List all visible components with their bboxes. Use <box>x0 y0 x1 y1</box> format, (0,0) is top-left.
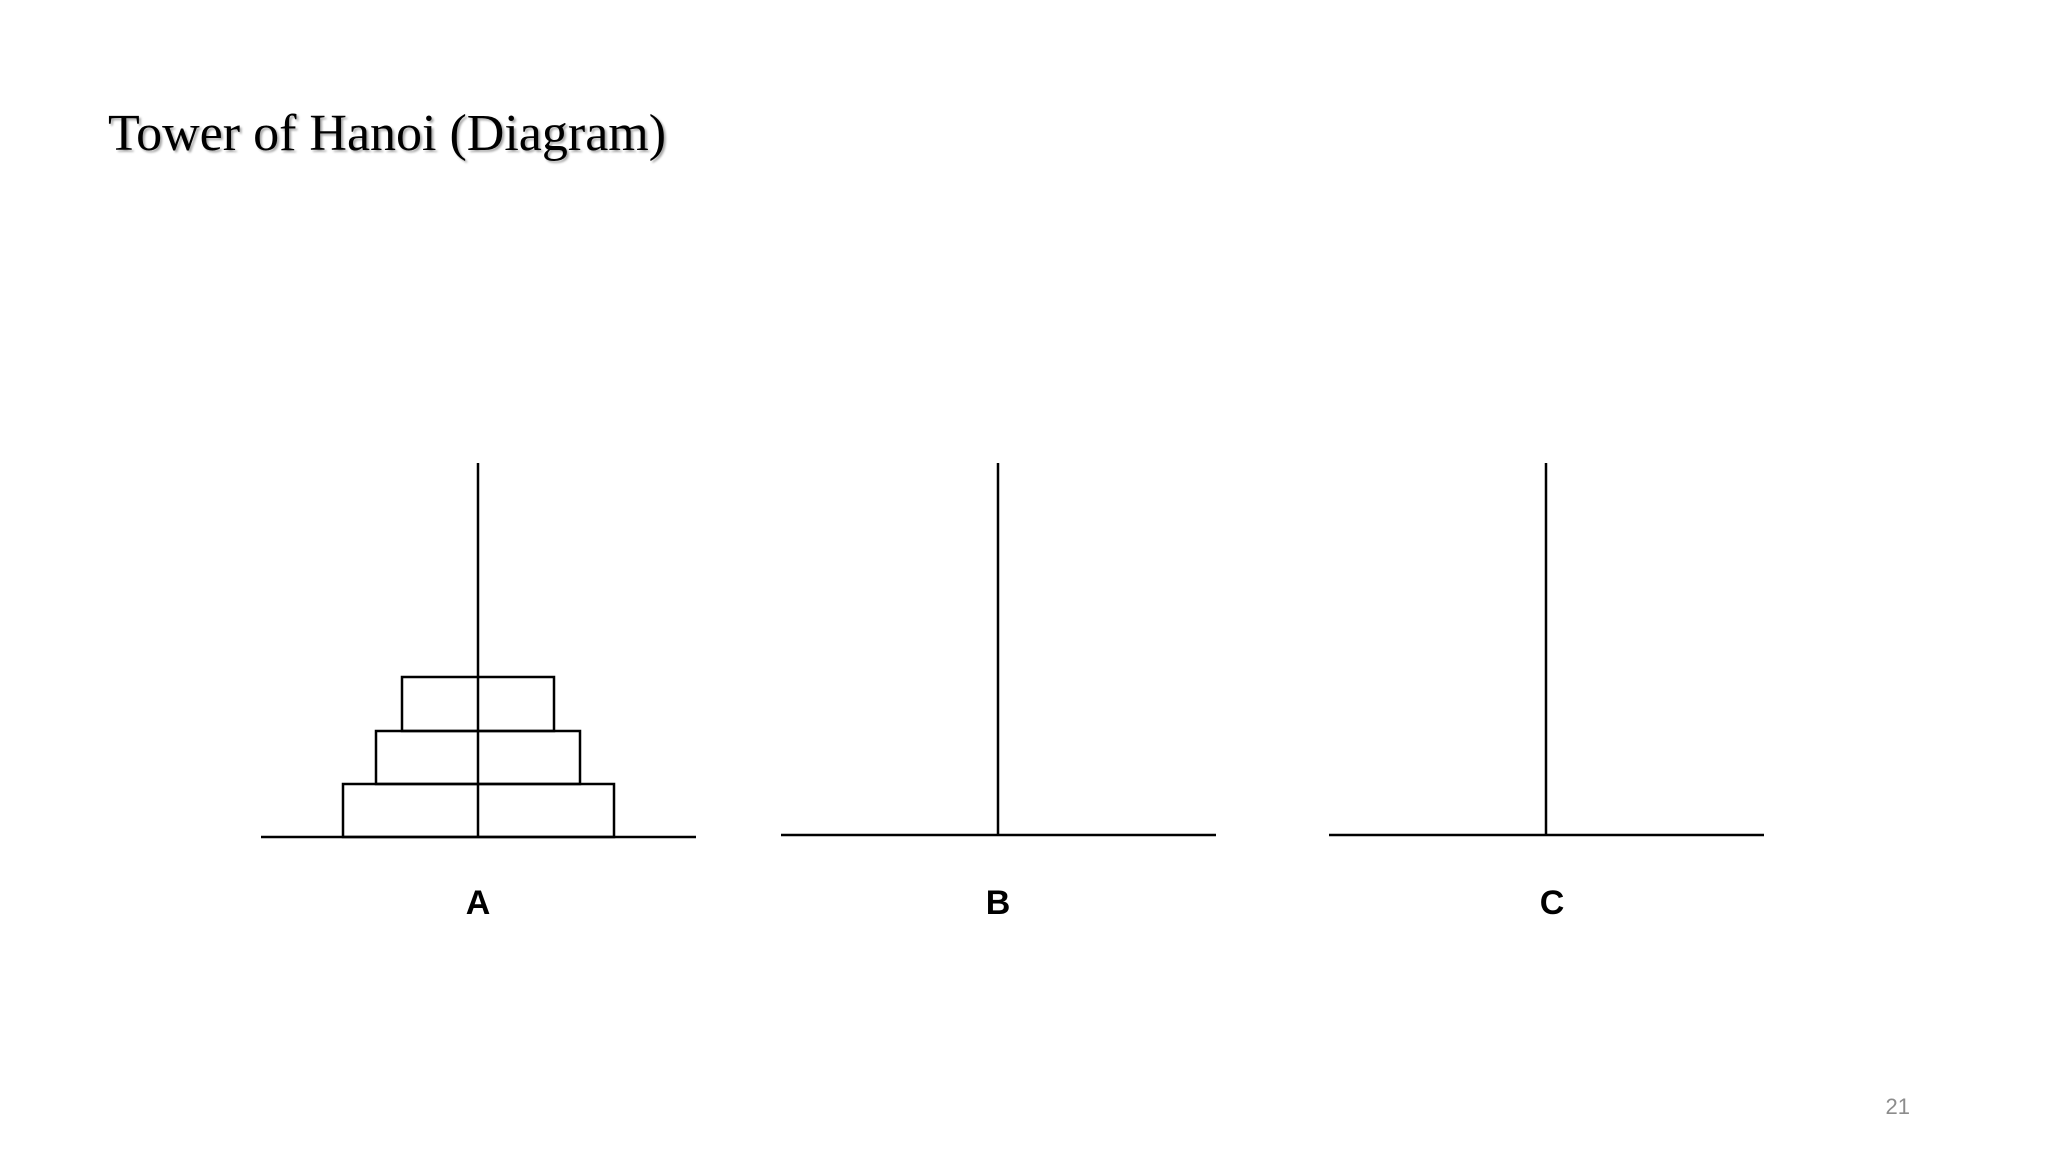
peg-a-label: A <box>465 884 491 922</box>
peg-b-label: B <box>985 884 1011 922</box>
page-number: 21 <box>1885 1094 1910 1119</box>
peg-c-label: C <box>1539 884 1565 922</box>
slide-title: Tower of Hanoi (Diagram) <box>108 105 667 162</box>
